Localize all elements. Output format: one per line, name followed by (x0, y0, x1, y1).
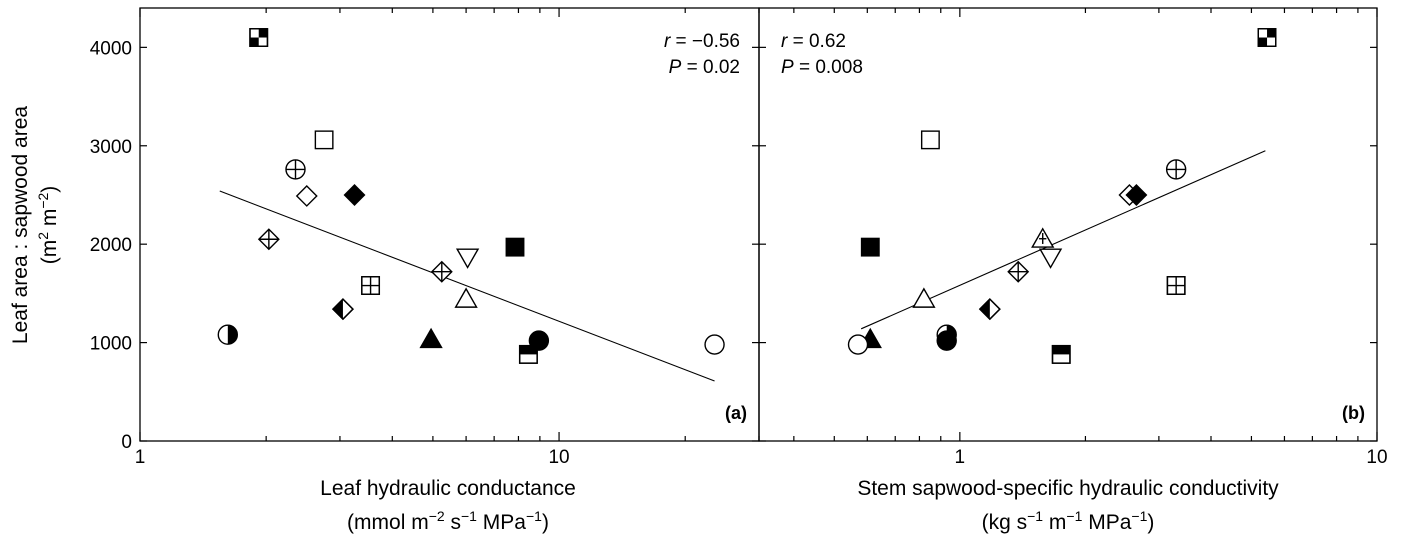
data-point-diamond-cross (1007, 260, 1030, 283)
data-point-triangle-down-open (455, 248, 480, 269)
data-point-square-half (1051, 344, 1071, 364)
panel-a-stat-r: r = −0.56 (664, 31, 740, 52)
panel-a-xlabel: Leaf hydraulic conductance (320, 477, 576, 500)
data-point-triangle-down-open (1038, 248, 1063, 269)
x-tick-label: 10 (548, 447, 569, 468)
panel-b-stat-r: r = 0.62 (781, 31, 846, 52)
x-tick-label: 10 (1366, 447, 1387, 468)
y-tick-label: 2000 (90, 235, 132, 256)
panel-a-points (217, 28, 725, 364)
data-point-circle-open (704, 334, 725, 355)
data-point-diamond-half (331, 298, 354, 321)
data-point-square-checker (249, 28, 269, 47)
panel-b-frame (758, 7, 1378, 442)
data-point-square-checker (1257, 28, 1277, 47)
data-point-square-filled (860, 237, 880, 257)
panel-a-fit (219, 190, 715, 382)
panel-a-stat-p: P = 0.02 (669, 57, 740, 78)
panel-b-stat-p: P = 0.008 (781, 57, 863, 78)
data-point-diamond-cross (430, 260, 453, 283)
panel-b-ticks: 1 10 (759, 8, 1388, 468)
data-point-triangle-up-plus (1031, 227, 1055, 248)
data-point-diamond-filled (1125, 184, 1148, 206)
y-tick-label: 3000 (90, 137, 132, 158)
data-point-square-grid (361, 276, 381, 295)
panel-b-letter: (b) (1342, 403, 1365, 423)
panel-a-frame (139, 7, 760, 442)
data-point-square-grid (1166, 276, 1186, 295)
y-tick-label: 0 (121, 432, 132, 453)
data-point-diamond-open (295, 184, 318, 207)
data-point-square-filled (505, 237, 525, 257)
data-point-square-half (518, 344, 538, 364)
data-point-square-open (920, 130, 940, 150)
y-axis-unit: (m2 m−2) (35, 186, 61, 265)
data-point-diamond-half (978, 298, 1001, 321)
panel-b-points (847, 28, 1277, 364)
data-point-circle-half (217, 324, 238, 345)
regression-line (219, 190, 715, 382)
y-tick-label: 4000 (90, 38, 132, 59)
panel-b-xlabel-unit: (kg s−1 m−1 MPa−1) (982, 508, 1155, 534)
panel-b: 1 10 r = 0.62 P = 0.008 (b) Stem sapwood-… (758, 7, 1388, 534)
data-point-triangle-up-filled (419, 327, 443, 349)
data-point-diamond-filled (343, 184, 366, 206)
panel-a-ticks: 0 1000 2000 3000 4000 1 10 (90, 8, 760, 468)
data-point-triangle-up-open (454, 287, 478, 308)
data-point-circle-open (847, 334, 869, 355)
data-point-triangle-up-open (912, 287, 936, 308)
panel-b-xlabel: Stem sapwood-specific hydraulic conducti… (857, 477, 1279, 500)
data-point-circle-filled (936, 330, 957, 351)
data-point-square-open (314, 130, 334, 150)
y-tick-label: 1000 (90, 334, 132, 355)
panel-a-letter: (a) (725, 403, 747, 423)
x-tick-label: 1 (955, 447, 966, 468)
data-point-circle-cross (285, 159, 306, 180)
x-tick-label: 1 (135, 447, 146, 468)
data-point-circle-cross (1165, 159, 1187, 180)
y-axis-title: Leaf area : sapwood area (9, 106, 32, 344)
data-point-diamond-cross (257, 228, 280, 251)
panel-a-xlabel-unit: (mmol m−2 s−1 MPa−1) (347, 508, 549, 534)
